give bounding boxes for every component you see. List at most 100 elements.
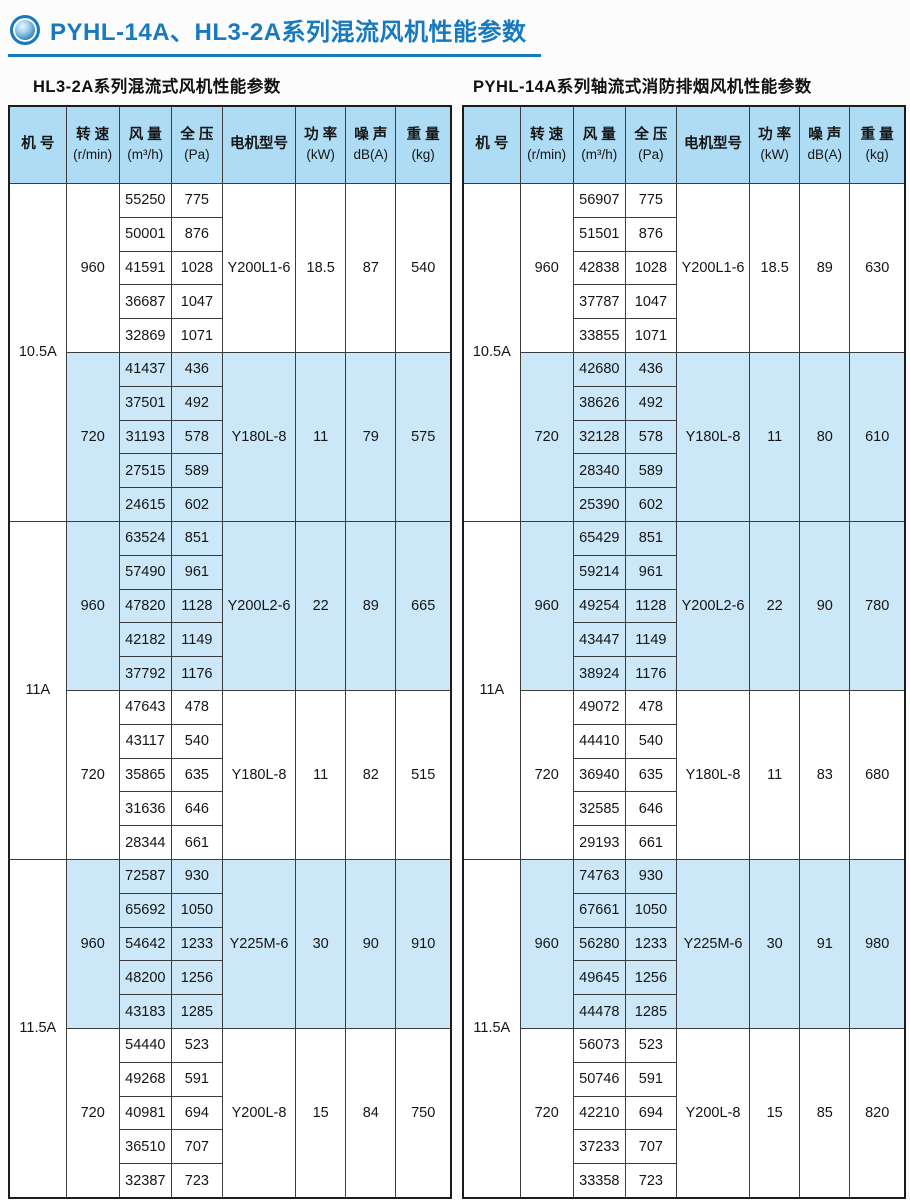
header-cell: 转 速 (r/min) — [65, 105, 120, 184]
speed-cell: 720 — [65, 351, 120, 522]
power-cell: 15 — [749, 1027, 801, 1199]
table-row: 40981 694 — [9, 1095, 451, 1131]
flow-cell: 67661 — [572, 892, 626, 928]
table-mount-right: 机 号转 速 (r/min) 风 量 (m³/h) 全 压 (Pa) 电机型号功 率 (kW)… — [462, 105, 906, 1199]
speed-cell: 720 — [519, 1027, 574, 1199]
header-cell: 风 量 (m³/h) — [572, 105, 626, 184]
flow-cell: 36940 — [572, 757, 626, 793]
noise-cell: 83 — [799, 689, 851, 860]
header-cell: 功 率 (kW) — [749, 105, 801, 184]
weight-cell: 780 — [849, 520, 906, 691]
pressure-cell: 1285 — [624, 994, 677, 1029]
model-cell: 11.5A — [8, 858, 67, 1199]
table-row: 720 42680 436 Y180L-8 11 80 610 — [463, 351, 906, 522]
noise-cell: 79 — [345, 351, 397, 522]
pressure-cell: 694 — [624, 1095, 677, 1131]
section-subtitles: HL3-2A系列混流式风机性能参数 PYHL-14A系列轴流式消防排烟风机性能参… — [8, 73, 905, 97]
pressure-cell: 478 — [624, 689, 677, 725]
table-row: 38626 492 — [463, 385, 905, 421]
flow-cell: 56907 — [572, 183, 626, 218]
tables-container: 机 号转 速 (r/min) 风 量 (m³/h) 全 压 (Pa) 电机型号功 率 (kW)… — [8, 105, 906, 1199]
table-row: 47820 1128 — [9, 588, 451, 624]
weight-cell: 750 — [395, 1027, 452, 1199]
table-row: 44410 540 — [463, 723, 905, 759]
flow-cell: 44410 — [572, 723, 626, 759]
table-row: 32128 578 — [463, 419, 905, 455]
table-row: 43447 1149 — [463, 622, 905, 658]
table-row: 31193 578 — [9, 419, 451, 455]
flow-cell: 37233 — [572, 1129, 626, 1165]
table-row: 720 49072 478 Y180L-8 11 83 680 — [463, 689, 906, 860]
flow-cell: 49072 — [572, 689, 626, 725]
pressure-cell: 635 — [624, 757, 677, 793]
table-row: 36687 1047 — [9, 284, 451, 320]
pressure-cell: 661 — [170, 825, 223, 860]
pressure-cell: 646 — [170, 791, 223, 827]
header-cell: 转 速 (r/min) — [519, 105, 574, 184]
pressure-cell: 707 — [624, 1129, 677, 1165]
flow-cell: 42210 — [572, 1095, 626, 1131]
pressure-cell: 578 — [170, 419, 223, 455]
table-row: 11.5A 960 72587 930 Y225M-6 30 90 910 — [8, 858, 452, 1199]
table-row: 720 56073 523 Y200L-8 15 85 820 — [463, 1027, 906, 1199]
performance-table-pyhl-14a: 机 号转 速 (r/min) 风 量 (m³/h) 全 压 (Pa) 电机型号功 率 (kW)… — [462, 105, 906, 1199]
header-cell: 噪 声 dB(A) — [799, 105, 851, 184]
table-row: 27515 589 — [9, 453, 451, 489]
pressure-cell: 591 — [170, 1061, 223, 1097]
model-cell: 11.5A — [462, 858, 521, 1199]
flow-cell: 72587 — [118, 858, 172, 894]
flow-cell: 31636 — [118, 791, 172, 827]
table-row: 56280 1233 — [463, 926, 905, 962]
flow-cell: 47643 — [118, 689, 172, 725]
flow-cell: 40981 — [118, 1095, 172, 1131]
pressure-cell: 1176 — [170, 656, 223, 691]
speed-cell: 960 — [519, 183, 574, 353]
table-row: 42182 1149 — [9, 622, 451, 658]
motor-cell: Y200L-8 — [675, 1027, 751, 1199]
pressure-cell: 723 — [170, 1163, 223, 1199]
pressure-cell: 1047 — [170, 284, 223, 320]
pressure-cell: 1047 — [624, 284, 677, 320]
pressure-cell: 523 — [170, 1027, 223, 1063]
pressure-cell: 876 — [624, 216, 677, 252]
speed-cell: 960 — [65, 858, 120, 1029]
flow-cell: 56073 — [572, 1027, 626, 1063]
table-row: 49645 1256 — [463, 960, 905, 996]
flow-cell: 54440 — [118, 1027, 172, 1063]
pressure-cell: 1149 — [170, 622, 223, 658]
table-row: 28344 661 — [9, 825, 451, 860]
speed-cell: 960 — [65, 183, 120, 353]
pressure-cell: 602 — [170, 487, 223, 522]
flow-cell: 43447 — [572, 622, 626, 658]
pressure-cell: 1128 — [624, 588, 677, 624]
flow-cell: 55250 — [118, 183, 172, 218]
table-row: 50001 876 — [9, 216, 451, 252]
pressure-cell: 436 — [170, 351, 223, 387]
pressure-cell: 1128 — [170, 588, 223, 624]
table-row: 59214 961 — [463, 554, 905, 590]
flow-cell: 29193 — [572, 825, 626, 860]
noise-cell: 82 — [345, 689, 397, 860]
noise-cell: 89 — [345, 520, 397, 691]
flow-cell: 28344 — [118, 825, 172, 860]
pressure-cell: 589 — [624, 453, 677, 489]
flow-cell: 32387 — [118, 1163, 172, 1199]
table-row: 32869 1071 — [9, 318, 451, 353]
weight-cell: 630 — [849, 183, 906, 353]
table-row: 37501 492 — [9, 385, 451, 421]
power-cell: 11 — [749, 351, 801, 522]
flow-cell: 43183 — [118, 994, 172, 1029]
flow-cell: 74763 — [572, 858, 626, 894]
table-row: 37787 1047 — [463, 284, 905, 320]
table-row: 32585 646 — [463, 791, 905, 827]
speed-cell: 720 — [65, 1027, 120, 1199]
power-cell: 30 — [749, 858, 801, 1029]
pressure-cell: 1256 — [170, 960, 223, 996]
motor-cell: Y200L1-6 — [675, 183, 751, 353]
noise-cell: 90 — [799, 520, 851, 691]
table-row: 25390 602 — [463, 487, 905, 522]
power-cell: 18.5 — [295, 183, 347, 353]
flow-cell: 33358 — [572, 1163, 626, 1199]
flow-cell: 37501 — [118, 385, 172, 421]
